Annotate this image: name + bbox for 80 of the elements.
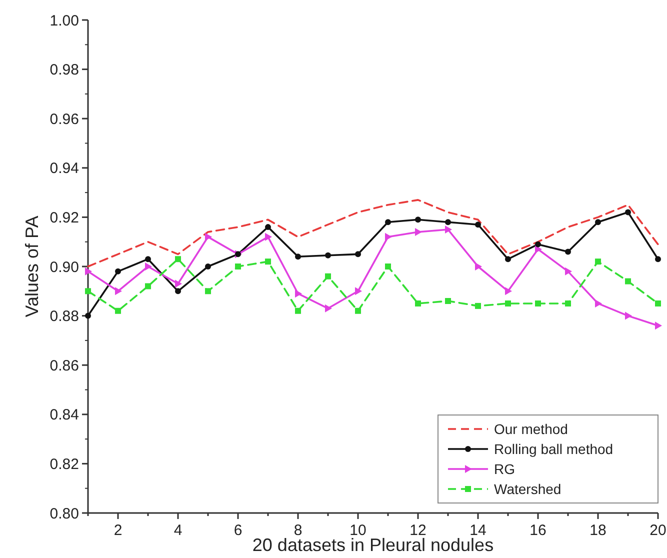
point	[115, 308, 121, 314]
point	[205, 288, 211, 294]
point	[115, 268, 121, 274]
point	[625, 312, 632, 320]
y-tick-label: 0.86	[50, 357, 79, 374]
y-tick-label: 0.90	[50, 258, 79, 276]
point	[595, 219, 601, 226]
point	[475, 302, 481, 309]
point	[355, 251, 361, 258]
point	[175, 256, 181, 262]
point	[295, 290, 302, 298]
point	[655, 256, 661, 262]
point	[385, 232, 392, 241]
y-tick-label: 0.80	[50, 505, 79, 522]
point	[535, 300, 541, 306]
y-tick-label: 0.92	[50, 209, 79, 226]
point	[535, 241, 541, 248]
x-tick-label: 18	[590, 522, 606, 539]
point	[535, 245, 542, 254]
point	[415, 228, 422, 236]
y-tick-label: 0.82	[50, 456, 79, 473]
point	[415, 216, 421, 223]
point	[655, 322, 662, 330]
x-tick-label: 20	[650, 522, 666, 539]
y-tick-label: 0.98	[50, 62, 79, 79]
point	[325, 252, 331, 258]
point	[295, 254, 301, 260]
point	[415, 300, 421, 306]
point	[85, 312, 91, 319]
point	[205, 264, 211, 270]
y-tick-label: 0.84	[50, 406, 79, 424]
point	[505, 287, 512, 296]
legend-label: Rolling ball method	[494, 440, 614, 457]
point	[175, 288, 181, 294]
y-tick-label: 0.96	[50, 110, 79, 128]
x-tick-label: 2	[114, 522, 122, 539]
y-tick-label: 0.94	[50, 160, 79, 178]
point	[265, 224, 271, 230]
point	[115, 287, 122, 296]
y-tick-label: 0.88	[50, 308, 79, 326]
legend-label: Our method	[494, 420, 568, 437]
point	[355, 308, 361, 314]
point	[265, 232, 272, 241]
point	[85, 288, 91, 294]
point	[445, 298, 451, 304]
point	[445, 219, 451, 226]
point	[145, 262, 152, 270]
point	[175, 280, 182, 288]
point	[565, 248, 571, 255]
point	[475, 222, 481, 228]
point	[265, 258, 271, 265]
point	[595, 299, 602, 308]
x-tick-label: 4	[174, 522, 182, 539]
point	[505, 256, 511, 262]
point	[475, 262, 482, 270]
point	[385, 264, 391, 270]
point	[235, 264, 241, 270]
point	[295, 308, 301, 314]
point	[145, 283, 151, 290]
point	[325, 273, 331, 280]
y-tick-label: 1.00	[50, 12, 79, 30]
point	[505, 300, 511, 306]
point	[565, 267, 572, 276]
y-axis-title: Values of PA	[22, 216, 42, 318]
x-tick-label: 6	[234, 522, 242, 539]
point	[325, 304, 332, 312]
point	[445, 226, 452, 234]
legend-label: Watershed	[494, 480, 562, 497]
point	[205, 232, 212, 241]
point	[625, 209, 631, 216]
point	[625, 278, 631, 284]
point	[595, 258, 601, 265]
point	[385, 219, 391, 226]
point	[655, 300, 661, 306]
x-tick-label: 16	[530, 522, 546, 539]
point	[85, 267, 92, 276]
point	[145, 256, 151, 262]
point	[355, 287, 362, 296]
legend-label: RG	[494, 460, 515, 477]
point	[565, 300, 571, 306]
